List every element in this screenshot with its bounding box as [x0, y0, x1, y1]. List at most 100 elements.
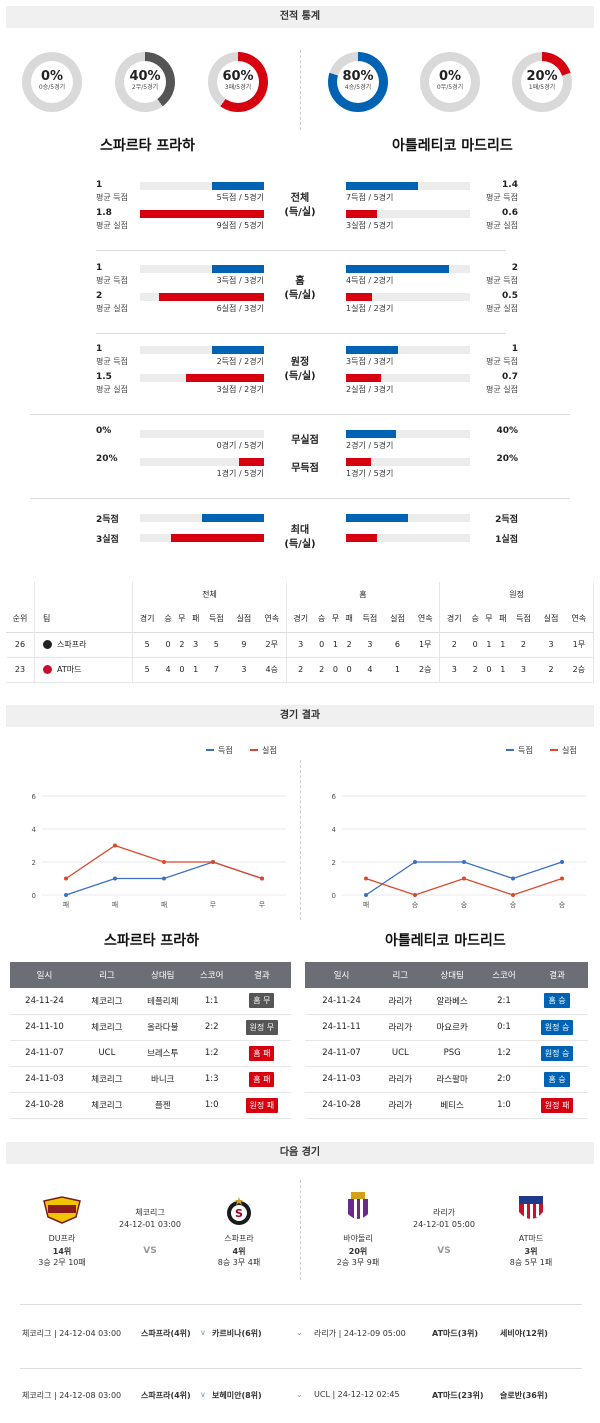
data-point: [560, 860, 564, 864]
donut-chart: 0% 0승/5경기: [22, 52, 82, 112]
stat-right-value: 1실점: [495, 535, 518, 545]
results-table: 일시 리그 상대팀 스코어 결과 24-11-24 체코리그 테플리체 1:1 홈 무 24-11-…: [10, 962, 291, 1119]
divider: [300, 760, 301, 920]
data-point: [511, 893, 515, 897]
standings-header: 연속: [257, 606, 287, 632]
bar-track: [346, 210, 470, 218]
next-home-datetime: 24-12-01 03:00: [119, 1220, 181, 1229]
legend-label: 실점: [562, 745, 577, 755]
results-cell: 1:2: [481, 1040, 527, 1067]
bar-fill-right: [346, 430, 396, 438]
standings-header: 경기: [446, 614, 462, 624]
stat-right-value: 0.7: [502, 372, 518, 382]
standings-header: 패: [345, 614, 353, 624]
results-row: 24-11-24 체코리그 테플리체 1:1 홈 무: [10, 988, 291, 1015]
result-badge: 원정 무: [245, 1019, 279, 1035]
bar-fill-right: [346, 534, 377, 542]
fixture-opponent: 보헤미안(8위): [212, 1391, 262, 1400]
series-line: [365, 877, 563, 896]
fixture-team: AT마드(3위): [432, 1329, 478, 1338]
results-header: 상대팀: [422, 962, 482, 988]
standings-cell: 2: [179, 640, 185, 649]
x-tick-label: 패: [112, 900, 118, 909]
fixture-opponent: 카르비나(6위): [212, 1329, 262, 1338]
results-cell: 테플리체: [134, 988, 191, 1015]
bar-caption-right: 7득점 / 5경기: [346, 193, 394, 202]
next-away-league: 라리가: [432, 1208, 456, 1217]
data-point: [64, 876, 68, 881]
stat-right-label: 평균 실점: [486, 304, 518, 313]
line-chart: 득점 실점 0 2 4 6 패 패 패 무 무: [32, 745, 286, 909]
stat-left-label: 평균 득점: [96, 357, 128, 366]
cell: [34, 582, 134, 606]
bar-caption-left: 3실점 / 2경기: [216, 385, 264, 394]
dukla-logo: [40, 1195, 84, 1225]
standings-cell: 3: [367, 640, 373, 649]
team-crest-icon: [43, 640, 52, 649]
next-home-league: 체코리그: [135, 1208, 165, 1217]
results-row: 24-11-07 UCL 브레스투 1:2 홈 패: [10, 1040, 291, 1067]
fixture-opponent: 슬로반(36위): [500, 1391, 548, 1400]
results-cell: 알라베스: [422, 988, 482, 1015]
standings-header: 순위: [6, 606, 35, 632]
fixture-opponent: 세비야(12위): [500, 1329, 548, 1338]
results-cell: 체코리그: [78, 1092, 135, 1119]
standings-cell: 5: [144, 640, 150, 649]
results-row: 24-10-28 라리가 베티스 1:0 원정 패: [305, 1092, 588, 1119]
results-cell: 2:2: [190, 1014, 233, 1041]
result-badge: 홈 승: [544, 1071, 570, 1087]
y-tick-label: 2: [32, 859, 36, 867]
standings-cell: 3: [193, 640, 199, 649]
results-cell: 원정 승: [526, 1014, 588, 1041]
results-cell: PSG: [422, 1040, 482, 1067]
next-away-datetime: 24-12-01 05:00: [413, 1220, 475, 1229]
standings-cell: 1무: [564, 632, 594, 657]
donut-subtext: 0무/5경기: [436, 84, 464, 91]
results-header: 리그: [78, 962, 135, 988]
stat-left-value: 0%: [96, 426, 112, 436]
line-chart: 득점 실점 0 2 4 6 패 승 승 승 승: [332, 745, 586, 909]
data-point: [113, 876, 117, 881]
data-point: [511, 876, 515, 881]
result-badge: 홈 패: [249, 1071, 275, 1087]
results-cell: 체코리그: [78, 1066, 135, 1093]
bar-caption-left: 5득점 / 5경기: [216, 193, 264, 202]
stat-left-label: 평균 득점: [96, 193, 128, 202]
divider: [96, 250, 506, 251]
standings-header: 연속: [411, 606, 441, 632]
results-cell: 바니크: [134, 1066, 191, 1093]
standings-group-header: 전체: [132, 582, 287, 606]
x-tick-label: 승: [510, 901, 517, 909]
next-away-t1: 바야돌리: [343, 1234, 373, 1243]
standings-cell: 2: [520, 640, 526, 649]
bar-caption-left: 1경기 / 5경기: [216, 469, 264, 478]
standings-cell: 3: [241, 665, 247, 674]
data-point: [211, 860, 215, 864]
home-team-name: 스파르타 프라하: [100, 138, 196, 154]
bar-track: [346, 514, 470, 522]
bar-track: [346, 534, 470, 542]
next-home-t1: DU프라: [48, 1234, 76, 1243]
standings-team: 스파프라: [34, 632, 134, 657]
result-badge: 홈 승: [544, 993, 570, 1009]
donut-chart: 80% 4승/5경기: [328, 52, 388, 112]
standings-group-row: 전체 홈 원정: [6, 582, 594, 606]
standings-cell: 1: [332, 640, 338, 649]
results-cell: 1:1: [190, 988, 233, 1015]
next-home-t2-rank: 4위: [232, 1247, 246, 1256]
standings-cell: 2무: [257, 632, 287, 657]
donut-hole: 80% 4승/5경기: [337, 61, 379, 103]
results-header: 상대팀: [134, 962, 191, 988]
results-cell: 0:1: [481, 1014, 527, 1041]
results-cell: 브레스투: [134, 1040, 191, 1067]
team-crest-icon: [43, 665, 52, 674]
stat-left-value: 1.8: [96, 208, 112, 218]
standings-cell: 3: [451, 665, 457, 674]
standings-cell: 2: [472, 665, 478, 674]
next-home-t2: 스파프라: [224, 1234, 254, 1243]
results-cell: UCL: [78, 1040, 135, 1067]
donut-percent: 80%: [342, 69, 374, 84]
results-header: 스코어: [190, 962, 233, 988]
fixture-team: AT마드(23위): [432, 1391, 484, 1400]
standings-cell: 2승: [411, 657, 441, 682]
